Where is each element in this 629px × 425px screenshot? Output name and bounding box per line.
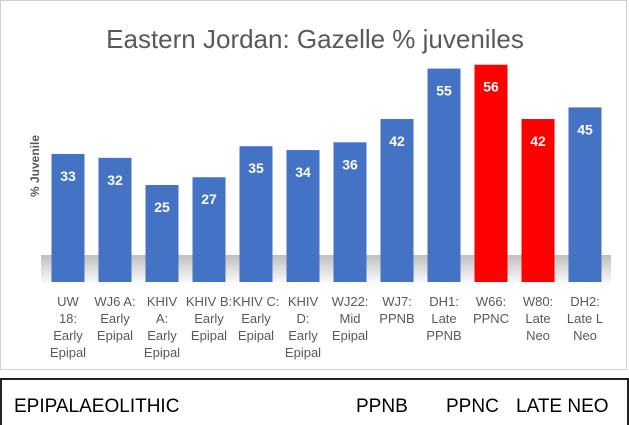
bar bbox=[521, 119, 555, 282]
period-late-neo: LATE NEO bbox=[516, 396, 609, 417]
period-banner: EPIPALAEOLITHIC PPNB PPNC LATE NEO bbox=[0, 378, 629, 425]
data-label: 42 bbox=[530, 133, 546, 149]
x-tick-label: KHIV D: Early Epipal bbox=[285, 294, 321, 360]
bar bbox=[568, 107, 602, 283]
bar bbox=[380, 119, 414, 282]
x-tick-label: WJ7: PPNB bbox=[379, 294, 414, 326]
data-label: 35 bbox=[248, 160, 264, 176]
x-tick-label: WJ22: Mid Epipal bbox=[332, 294, 369, 343]
bar bbox=[192, 177, 226, 282]
data-label: 56 bbox=[483, 79, 499, 95]
bar bbox=[239, 146, 273, 282]
bar bbox=[98, 157, 132, 282]
plot-floor bbox=[41, 255, 611, 285]
bar-chart: Eastern Jordan: Gazelle % juveniles % Ju… bbox=[28, 24, 611, 360]
data-label: 55 bbox=[436, 83, 452, 99]
period-ppnc: PPNC bbox=[446, 396, 499, 417]
bar bbox=[51, 153, 85, 282]
x-tick-label: UW 18: Early Epipal bbox=[50, 294, 86, 360]
data-label: 33 bbox=[60, 168, 76, 184]
x-tick-label: WJ6 A: Early Epipal bbox=[94, 294, 135, 343]
bar bbox=[474, 64, 508, 282]
x-tick-label: DH2: Late L Neo bbox=[567, 294, 603, 343]
x-tick-label: KHIV B: Early Epipal bbox=[186, 294, 232, 343]
chart-title: Eastern Jordan: Gazelle % juveniles bbox=[106, 24, 524, 54]
x-tick-label: KHIV C: Early Epipal bbox=[233, 294, 280, 343]
period-ppnb: PPNB bbox=[356, 396, 408, 417]
period-epipalaeolithic: EPIPALAEOLITHIC bbox=[14, 396, 180, 417]
bar bbox=[286, 150, 320, 282]
x-tick-label: W66: PPNC bbox=[473, 294, 509, 326]
data-label: 45 bbox=[577, 121, 593, 137]
data-label: 27 bbox=[201, 191, 217, 207]
data-label: 36 bbox=[342, 156, 358, 172]
y-axis-label: % Juvenile bbox=[28, 135, 42, 197]
x-tick-label: W80: Late Neo bbox=[523, 294, 553, 343]
x-tick-label: KHIV A: Early Epipal bbox=[144, 294, 180, 360]
data-label: 32 bbox=[107, 172, 123, 188]
bar bbox=[333, 142, 367, 282]
data-label: 25 bbox=[154, 199, 170, 215]
chart-frame: Eastern Jordan: Gazelle % juveniles % Ju… bbox=[0, 0, 627, 370]
bar bbox=[427, 68, 461, 282]
bar bbox=[145, 185, 179, 282]
x-tick-label: DH1: Late PPNB bbox=[426, 294, 461, 343]
data-label: 42 bbox=[389, 133, 405, 149]
data-label: 34 bbox=[295, 164, 311, 180]
bars-group: 33 UW 18: Early Epipal 32 WJ6 A: Early Epipal 25 K… bbox=[50, 64, 603, 360]
